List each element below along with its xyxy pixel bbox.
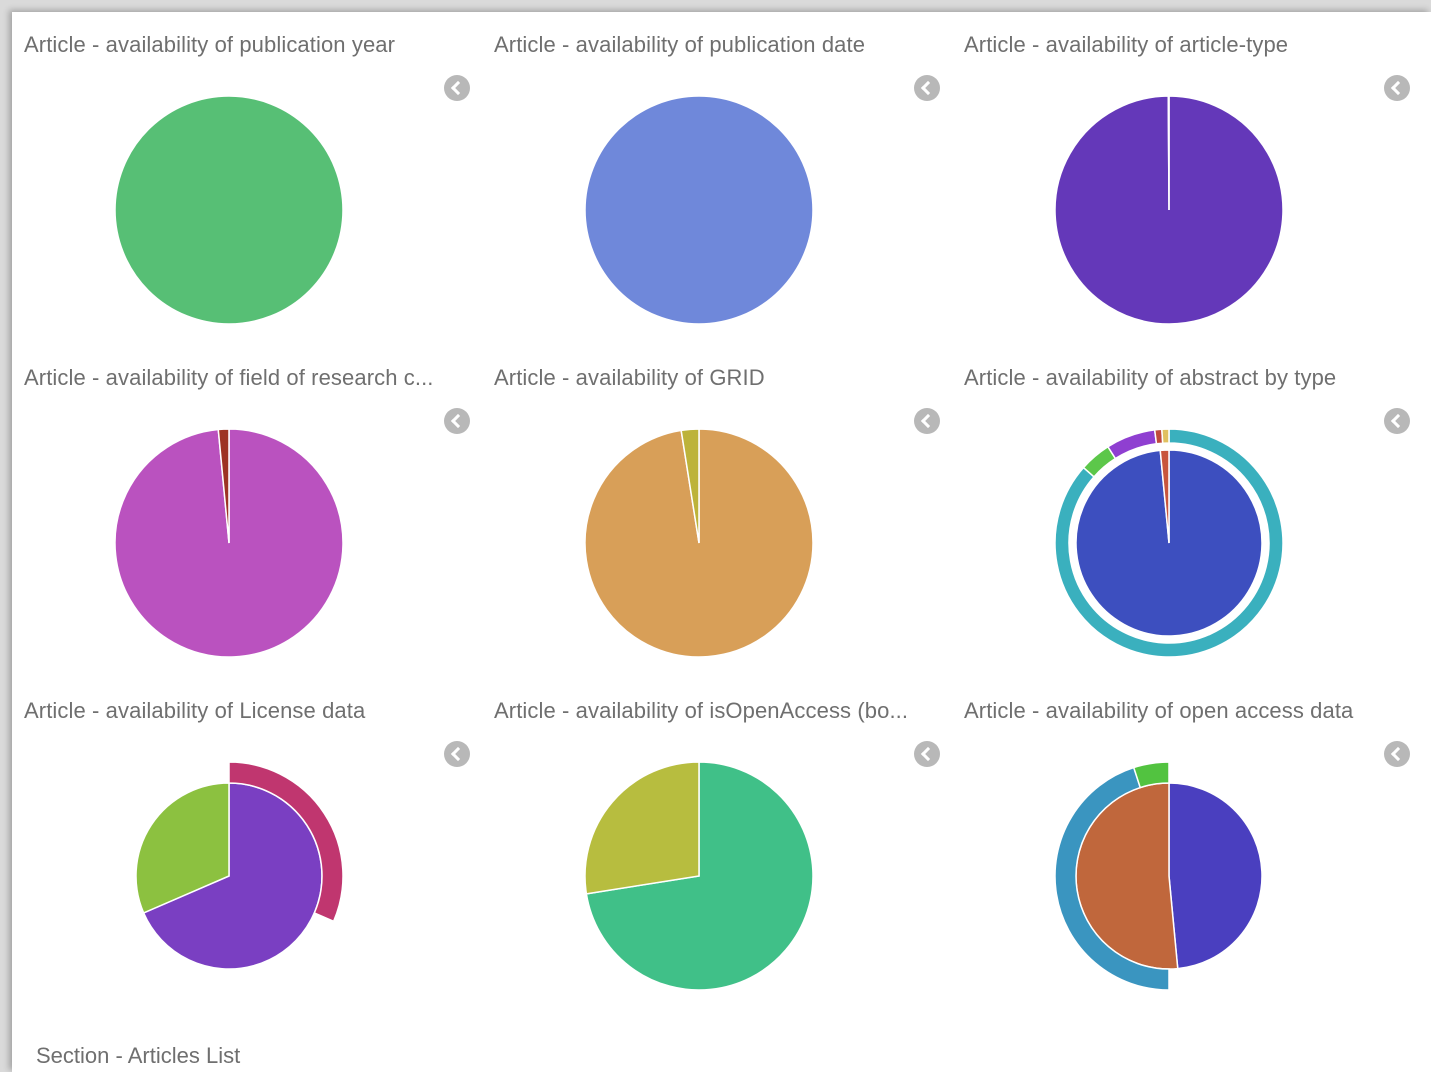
chart-title: Article - availability of open access da… [964,698,1354,723]
chart-panel: Article - availability of publication da… [482,12,952,345]
pie-slice[interactable] [114,95,344,325]
pie-chart[interactable] [12,12,482,345]
pie-chart[interactable] [952,345,1422,678]
collapse-legend-icon[interactable] [914,75,940,101]
chart-panel: Article - availability of License data [12,678,482,1011]
chart-panel: Article - availability of GRID [482,345,952,678]
pie-slice[interactable] [584,95,814,325]
pie-slice[interactable] [228,761,344,923]
pie-chart[interactable] [482,345,952,678]
chart-panel: Article - availability of publication ye… [12,12,482,345]
pie-slice[interactable] [217,428,230,544]
pie-slice[interactable] [1132,761,1170,789]
chart-title: Article - availability of publication da… [494,32,866,57]
collapse-legend-icon[interactable] [914,408,940,434]
chart-title: Article - availability of GRID [494,365,765,390]
collapse-legend-icon[interactable] [444,741,470,767]
collapse-legend-icon[interactable] [914,741,940,767]
collapse-legend-icon[interactable] [444,408,470,434]
pie-chart[interactable] [12,678,482,1011]
pie-slice[interactable] [584,428,814,658]
section-title: Section - Articles List [36,1043,241,1068]
chart-panel: Article - availability of abstract by ty… [952,345,1422,678]
pie-slice[interactable] [1161,428,1170,444]
collapse-legend-icon[interactable] [1384,741,1410,767]
chart-title: Article - availability of field of resea… [24,365,434,390]
chart-title: Article - availability of article-type [964,32,1289,57]
chart-panel: Article - availability of field of resea… [12,345,482,678]
pie-slice[interactable] [135,782,230,914]
pie-slice[interactable] [584,761,700,895]
pie-slice[interactable] [1159,449,1170,544]
pie-chart[interactable] [482,12,952,345]
chart-panel: Article - availability of isOpenAccess (… [482,678,952,1011]
chart-title: Article - availability of License data [24,698,366,723]
collapse-legend-icon[interactable] [1384,408,1410,434]
chart-title: Article - availability of abstract by ty… [964,365,1337,390]
chart-title: Article - availability of isOpenAccess (… [494,698,909,723]
dashboard-frame: Article - availability of publication ye… [12,12,1431,1072]
pie-slice[interactable] [680,428,700,544]
chart-panel: Article - availability of open access da… [952,678,1422,1011]
pie-slice[interactable] [1168,782,1263,970]
collapse-legend-icon[interactable] [1384,75,1410,101]
chart-title: Article - availability of publication ye… [24,32,396,57]
pie-chart[interactable] [12,345,482,678]
pie-chart[interactable] [952,12,1422,345]
pie-chart[interactable] [482,678,952,1011]
pie-chart[interactable] [952,678,1422,1011]
collapse-legend-icon[interactable] [444,75,470,101]
chart-panel: Article - availability of article-type [952,12,1422,345]
pie-slice[interactable] [1167,95,1170,211]
